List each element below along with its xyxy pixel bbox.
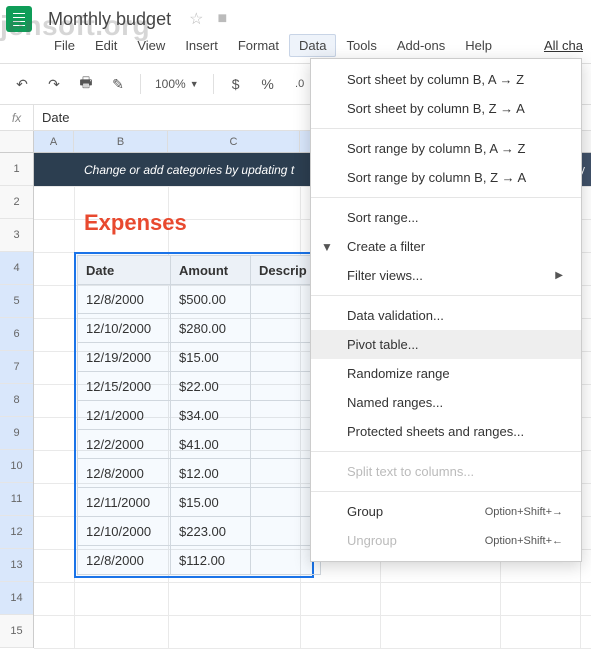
menu-item[interactable]: Filter views...▶ [311, 261, 581, 290]
row-header[interactable]: 9 [0, 417, 33, 450]
row-header[interactable]: 8 [0, 384, 33, 417]
table-header[interactable]: Date [78, 256, 171, 285]
table-header[interactable]: Amount [171, 256, 251, 285]
print-icon[interactable]: 🖶 [72, 70, 100, 98]
redo-icon[interactable]: ↷ [40, 70, 68, 98]
title-bar: Monthly budget ☆ ■ [0, 0, 591, 32]
menu-data[interactable]: Data [289, 34, 336, 57]
expenses-heading: Expenses [84, 210, 187, 236]
sheets-logo-icon[interactable] [6, 6, 32, 32]
toolbar-separator [213, 74, 214, 94]
document-title[interactable]: Monthly budget [48, 9, 171, 30]
menu-item[interactable]: Sort range by column B, Z → A [311, 163, 581, 192]
row-header[interactable]: 4 [0, 252, 33, 285]
menu-separator [311, 491, 581, 492]
menu-insert[interactable]: Insert [175, 34, 228, 57]
fx-icon: fx [0, 105, 34, 130]
menu-separator [311, 197, 581, 198]
table-row[interactable]: 12/19/2000$15.00 [78, 343, 321, 372]
row-header[interactable]: 1 [0, 153, 33, 186]
formula-value[interactable]: Date [34, 110, 69, 125]
column-header[interactable]: A [34, 131, 74, 152]
menu-item[interactable]: Randomize range [311, 359, 581, 388]
menu-separator [311, 451, 581, 452]
table-row[interactable]: 12/8/2000$12.00 [78, 459, 321, 488]
row-header[interactable]: 12 [0, 516, 33, 549]
table-row[interactable]: 12/10/2000$223.00 [78, 517, 321, 546]
submenu-arrow-icon: ▶ [555, 270, 563, 281]
menu-item: Split text to columns... [311, 457, 581, 486]
folder-icon[interactable]: ■ [217, 10, 227, 28]
table-row[interactable]: 12/15/2000$22.00 [78, 372, 321, 401]
menu-item[interactable]: Data validation... [311, 301, 581, 330]
menu-edit[interactable]: Edit [85, 34, 127, 57]
table-row[interactable]: 12/2/2000$41.00 [78, 430, 321, 459]
row-header[interactable]: 13 [0, 549, 33, 582]
row-header[interactable]: 7 [0, 351, 33, 384]
expenses-table: DateAmountDescrip12/8/2000$500.0012/10/2… [77, 255, 321, 575]
row-header[interactable]: 5 [0, 285, 33, 318]
menu-separator [311, 295, 581, 296]
menu-format[interactable]: Format [228, 34, 289, 57]
menu-item: UngroupOption+Shift+← [311, 526, 581, 555]
menu-item[interactable]: Sort range by column B, A → Z [311, 134, 581, 163]
zoom-dropdown[interactable]: 100%▼ [149, 77, 205, 91]
row-header[interactable]: 15 [0, 615, 33, 648]
menu-help[interactable]: Help [455, 34, 502, 57]
menu-item[interactable]: Sort sheet by column B, A → Z [311, 65, 581, 94]
table-row[interactable]: 12/10/2000$280.00 [78, 314, 321, 343]
row-header[interactable]: 14 [0, 582, 33, 615]
menu-item[interactable]: Sort sheet by column B, Z → A [311, 94, 581, 123]
column-header[interactable]: C [168, 131, 300, 152]
table-row[interactable]: 12/1/2000$34.00 [78, 401, 321, 430]
menu-item[interactable]: Named ranges... [311, 388, 581, 417]
percent-button[interactable]: % [254, 70, 282, 98]
table-row[interactable]: 12/8/2000$112.00 [78, 546, 321, 575]
menu-item[interactable]: GroupOption+Shift+→ [311, 497, 581, 526]
column-header[interactable]: B [74, 131, 168, 152]
filter-icon: ▼ [321, 240, 333, 254]
menu-item[interactable]: Protected sheets and ranges... [311, 417, 581, 446]
menu-addons[interactable]: Add-ons [387, 34, 455, 57]
row-header[interactable]: 6 [0, 318, 33, 351]
menu-tools[interactable]: Tools [336, 34, 386, 57]
paint-format-icon[interactable]: ✎ [104, 70, 132, 98]
menu-item[interactable]: ▼Create a filter [311, 232, 581, 261]
toolbar-separator [140, 74, 141, 94]
shortcut-label: Option+Shift+← [485, 535, 563, 547]
data-menu-dropdown: Sort sheet by column B, A → ZSort sheet … [310, 58, 582, 562]
row-header[interactable]: 10 [0, 450, 33, 483]
star-icon[interactable]: ☆ [189, 9, 203, 29]
row-header[interactable]: 3 [0, 219, 33, 252]
row-headers: 123456789101112131415 [0, 153, 34, 648]
menu-right-link[interactable]: All cha [544, 38, 591, 53]
table-row[interactable]: 12/11/2000$15.00 [78, 488, 321, 517]
menu-file[interactable]: File [44, 34, 85, 57]
shortcut-label: Option+Shift+→ [485, 506, 563, 518]
menu-item[interactable]: Sort range... [311, 203, 581, 232]
menu-item[interactable]: Pivot table... [311, 330, 581, 359]
undo-icon[interactable]: ↶ [8, 70, 36, 98]
row-header[interactable]: 11 [0, 483, 33, 516]
menu-view[interactable]: View [127, 34, 175, 57]
currency-button[interactable]: $ [222, 70, 250, 98]
row-header[interactable]: 2 [0, 186, 33, 219]
menu-separator [311, 128, 581, 129]
table-row[interactable]: 12/8/2000$500.00 [78, 285, 321, 314]
